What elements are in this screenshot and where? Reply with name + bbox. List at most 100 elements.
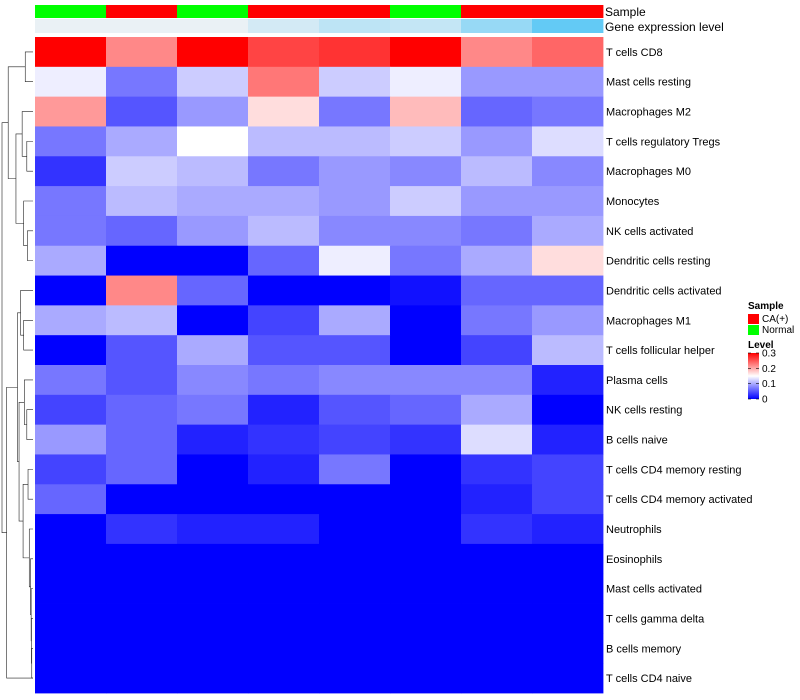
heatmap-cell (106, 603, 178, 634)
sample-annotation-cell (319, 5, 391, 18)
heatmap-cell (35, 186, 107, 217)
row-label: Plasma cells (606, 375, 668, 387)
heatmap-cell (35, 394, 107, 426)
dendrogram-branch (26, 409, 33, 440)
heatmap-cell (35, 126, 107, 157)
heatmap-cell (177, 484, 249, 515)
heatmap-cell (319, 394, 391, 426)
heatmap-cell (390, 126, 462, 157)
heatmap-cell (248, 305, 320, 336)
heatmap-cell (35, 633, 107, 664)
heatmap-cell (248, 543, 320, 575)
heatmap-cell (532, 365, 604, 396)
heatmap-cell (106, 365, 178, 396)
row-label: B cells memory (606, 643, 682, 655)
heatmap-cell (248, 245, 320, 276)
heatmap-cell (390, 37, 462, 68)
heatmap-cell (35, 424, 107, 455)
row-label: B cells naive (606, 435, 668, 447)
heatmap-cell (106, 543, 178, 575)
heatmap-cell (248, 275, 320, 306)
heatmap-cell (461, 156, 533, 187)
dendrogram-branch (28, 528, 33, 588)
heatmap-cell (35, 484, 107, 515)
heatmap-cell (390, 275, 462, 306)
level-legend-title: Level (748, 340, 774, 351)
heatmap-cell (35, 275, 107, 306)
heatmap-cell (461, 543, 533, 575)
dendrogram-branch (31, 618, 33, 664)
heatmap-cell (532, 484, 604, 515)
row-label: T cells CD4 naive (606, 673, 692, 685)
dendrogram-branch (30, 588, 33, 642)
heatmap-cell (532, 186, 604, 217)
heatmap-cell (532, 96, 604, 127)
sample-annotation-cell (248, 5, 320, 18)
heatmap-cell (35, 543, 107, 575)
heatmap-cell (106, 186, 178, 217)
heatmap-cell (106, 454, 178, 485)
heatmap-cell (248, 66, 320, 98)
heatmap-cell (532, 215, 604, 247)
heatmap-cell (319, 335, 391, 366)
heatmap-cell (319, 215, 391, 247)
sample-legend-title: Sample (748, 301, 784, 312)
heatmap-cell (319, 543, 391, 575)
heatmap-cell (319, 663, 391, 694)
level-tick-label: 0.2 (762, 364, 776, 375)
heatmap-cell (35, 96, 107, 127)
heatmap-cell (177, 275, 249, 306)
heatmap-cell (177, 245, 249, 276)
heatmap-cell (106, 96, 178, 127)
heatmap-cell (461, 573, 533, 604)
heatmap-cell (248, 394, 320, 426)
heatmap-cell (319, 365, 391, 396)
heatmap-cell (532, 156, 604, 187)
heatmap-cell (106, 305, 178, 336)
heatmap-cell (177, 394, 249, 426)
heatmap-cell (248, 514, 320, 545)
heatmap-cell (461, 275, 533, 306)
heatmap-cell (532, 573, 604, 604)
heatmap-cell (106, 663, 178, 694)
heatmap-cell (319, 454, 391, 485)
heatmap-cell (177, 454, 249, 485)
dendrogram-branch (24, 379, 33, 425)
heatmap-cell (390, 484, 462, 515)
row-label: Mast cells activated (606, 584, 702, 596)
heatmap-cell (177, 603, 249, 634)
dendrogram-branch (22, 483, 30, 559)
heatmap-cell (177, 663, 249, 694)
gene-level-annotation-cell (248, 19, 320, 33)
heatmap-cell (319, 186, 391, 217)
sample-annotation-cell (177, 5, 249, 18)
dendrogram-branch (24, 51, 33, 83)
heatmap-cell (461, 454, 533, 485)
heatmap-cell (35, 603, 107, 634)
row-label: Dendritic cells activated (606, 286, 722, 298)
heatmap-cell (390, 603, 462, 634)
dendrogram-branch (27, 469, 33, 500)
dendrogram-branch (20, 290, 33, 336)
heatmap-cell (35, 573, 107, 604)
heatmap-cell (461, 305, 533, 336)
heatmap-cell (390, 663, 462, 694)
heatmap-cell (248, 126, 320, 157)
heatmap-cell (106, 275, 178, 306)
gene-level-annotation-cell (177, 19, 249, 33)
heatmap-cell (390, 365, 462, 396)
row-label: Macrophages M1 (606, 315, 691, 327)
row-label: T cells regulatory Tregs (606, 136, 721, 148)
heatmap-cell (177, 66, 249, 98)
heatmap-cell (35, 215, 107, 247)
annotation-label-sample: Sample (605, 5, 646, 19)
heatmap-cell (248, 484, 320, 515)
heatmap-cell (106, 424, 178, 455)
heatmap-cell (248, 215, 320, 247)
heatmap-cell (319, 66, 391, 98)
heatmap-cell (248, 186, 320, 217)
heatmap-cell (532, 275, 604, 306)
heatmap-cell (35, 305, 107, 336)
heatmap-cell (35, 245, 107, 276)
gene-level-annotation-cell (461, 19, 533, 33)
